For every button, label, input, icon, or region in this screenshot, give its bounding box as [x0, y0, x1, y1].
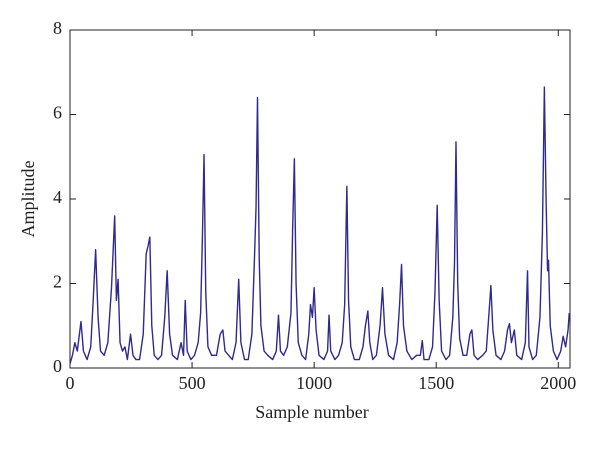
plot-frame	[69, 29, 571, 369]
y-tick-label: 4	[53, 187, 62, 207]
x-tick-label: 2000	[540, 373, 576, 393]
x-tick-label: 0	[66, 373, 75, 393]
x-axis-label: Sample number	[255, 402, 368, 422]
x-tick-label: 1000	[296, 373, 332, 393]
x-tick-label: 500	[179, 373, 206, 393]
y-tick-label: 0	[53, 356, 62, 376]
y-tick-label: 6	[53, 103, 62, 123]
y-axis-label: Amplitude	[18, 160, 38, 237]
data-line	[69, 86, 570, 364]
y-tick-label: 8	[53, 18, 62, 38]
y-tick-label: 2	[53, 272, 62, 292]
x-tick-label: 1500	[418, 373, 454, 393]
